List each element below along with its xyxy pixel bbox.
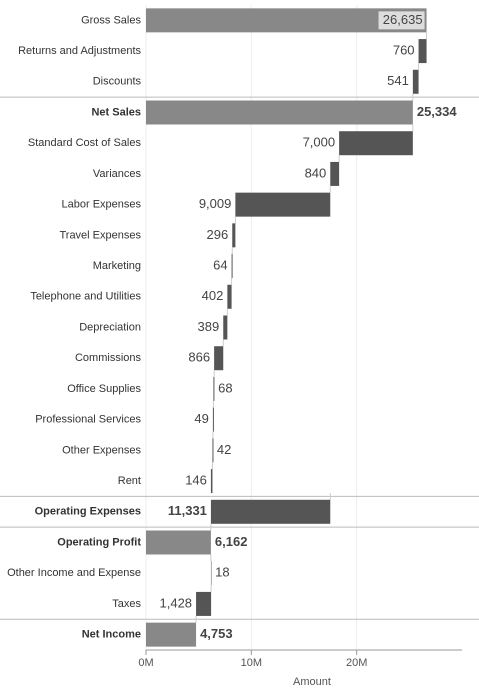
x-tick-label: 20M <box>346 657 367 669</box>
value-label: 26,635 <box>383 12 423 27</box>
bar <box>146 530 211 555</box>
category-label: Travel Expenses <box>59 229 141 241</box>
value-label: 866 <box>188 350 210 365</box>
bar <box>339 131 413 156</box>
value-label: 296 <box>207 227 229 242</box>
value-label: 840 <box>305 165 327 180</box>
category-label: Operating Expenses <box>35 506 141 518</box>
category-label: Taxes <box>112 598 141 610</box>
bar <box>210 561 212 586</box>
category-label: Other Expenses <box>62 444 141 456</box>
bar <box>212 407 214 432</box>
value-label: 6,162 <box>215 534 248 549</box>
value-label: 389 <box>198 319 220 334</box>
value-label: 64 <box>213 258 227 273</box>
value-label: 11,331 <box>168 503 207 518</box>
category-label: Variances <box>93 168 142 180</box>
value-label: 42 <box>217 442 231 457</box>
category-label: Commissions <box>75 352 142 364</box>
value-label: 760 <box>393 43 415 58</box>
bar <box>146 100 413 125</box>
value-label: 18 <box>215 565 229 580</box>
bar <box>213 376 215 401</box>
bar <box>214 346 224 371</box>
value-label: 7,000 <box>303 135 336 150</box>
x-tick-label: 10M <box>241 657 262 669</box>
value-label: 1,428 <box>160 595 193 610</box>
value-label: 4,753 <box>200 626 233 641</box>
bar <box>196 591 212 616</box>
category-label: Telephone and Utilities <box>30 291 141 303</box>
category-label: Professional Services <box>35 414 141 426</box>
category-label: Discounts <box>93 76 142 88</box>
category-label: Marketing <box>93 260 141 272</box>
category-label: Rent <box>118 475 141 487</box>
bar <box>146 622 197 647</box>
bar <box>223 315 228 340</box>
value-label: 49 <box>194 411 208 426</box>
bar <box>210 499 331 524</box>
bar <box>227 284 232 309</box>
value-label: 9,009 <box>199 196 232 211</box>
x-tick-label: 0M <box>138 657 153 669</box>
value-label: 146 <box>185 473 207 488</box>
value-label: 25,334 <box>417 104 458 119</box>
bar <box>330 161 340 186</box>
value-label: 541 <box>387 73 409 88</box>
category-label: Standard Cost of Sales <box>28 137 142 149</box>
value-label: 68 <box>218 380 232 395</box>
category-label: Operating Profit <box>57 536 141 548</box>
bar <box>418 39 427 64</box>
bar <box>212 438 214 463</box>
bar <box>210 469 213 494</box>
category-label: Labor Expenses <box>62 199 142 211</box>
bar <box>232 223 236 248</box>
category-label: Gross Sales <box>81 14 141 26</box>
bar <box>412 69 419 94</box>
value-label: 402 <box>202 288 224 303</box>
category-label: Depreciation <box>79 321 141 333</box>
label-bg <box>378 11 425 30</box>
x-axis-title: Amount <box>293 676 331 688</box>
category-label: Net Income <box>82 629 141 641</box>
bar <box>231 254 233 279</box>
category-label: Office Supplies <box>67 383 141 395</box>
category-label: Other Income and Expense <box>7 567 141 579</box>
category-label: Returns and Adjustments <box>18 45 141 57</box>
bar <box>235 192 331 217</box>
category-label: Net Sales <box>91 106 141 118</box>
